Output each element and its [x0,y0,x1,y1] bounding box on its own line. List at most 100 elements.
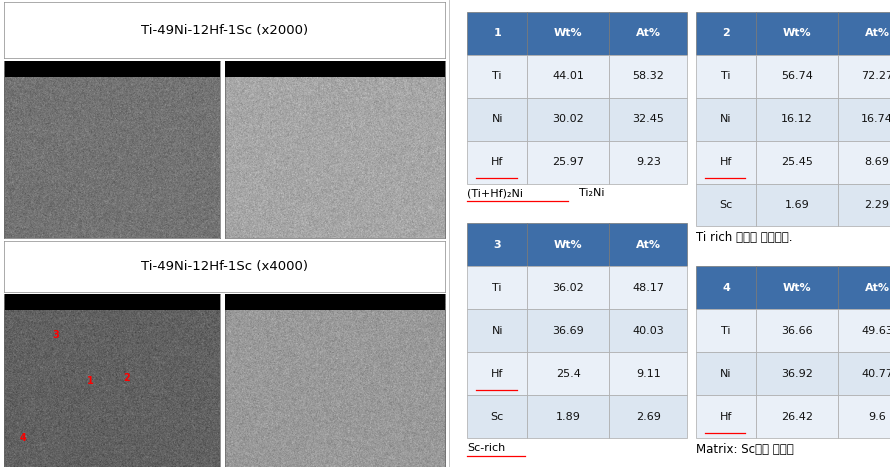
FancyBboxPatch shape [838,266,890,309]
Text: 25.97: 25.97 [553,157,585,167]
Text: At%: At% [864,283,889,293]
Text: 25.45: 25.45 [781,157,813,167]
Text: 9.11: 9.11 [635,368,660,379]
Text: 2: 2 [722,28,730,38]
Text: 16.74: 16.74 [862,114,890,124]
Text: 2.69: 2.69 [635,411,660,422]
FancyBboxPatch shape [528,55,610,98]
Text: Ni: Ni [720,114,732,124]
FancyBboxPatch shape [528,12,610,55]
Text: Sc: Sc [490,411,504,422]
Text: 72.27: 72.27 [861,71,890,81]
FancyBboxPatch shape [838,55,890,98]
FancyBboxPatch shape [756,352,838,395]
FancyBboxPatch shape [696,12,756,55]
Text: Ti rich 상으로 나옵니다.: Ti rich 상으로 나옵니다. [696,231,792,244]
FancyBboxPatch shape [610,395,687,438]
Text: 1.89: 1.89 [556,411,581,422]
FancyBboxPatch shape [696,184,756,226]
Text: 1.69: 1.69 [785,200,810,210]
Text: 36.92: 36.92 [781,368,813,379]
FancyBboxPatch shape [528,223,610,266]
Text: 2.29: 2.29 [864,200,889,210]
FancyBboxPatch shape [696,141,756,184]
Text: Ni: Ni [491,114,503,124]
FancyBboxPatch shape [467,266,528,309]
FancyBboxPatch shape [4,61,221,77]
Text: 9.6: 9.6 [868,411,886,422]
Text: 3: 3 [493,240,501,250]
FancyBboxPatch shape [467,55,528,98]
FancyBboxPatch shape [756,55,838,98]
Text: 36.02: 36.02 [553,283,585,293]
Text: 1: 1 [493,28,501,38]
Text: (Ti+Hf)₂Ni: (Ti+Hf)₂Ni [467,188,523,198]
Text: 4: 4 [722,283,730,293]
Text: 4: 4 [20,433,27,443]
Text: 1: 1 [87,376,93,386]
FancyBboxPatch shape [467,141,528,184]
Text: At%: At% [864,28,889,38]
Text: 40.03: 40.03 [633,325,664,336]
FancyBboxPatch shape [756,184,838,226]
FancyBboxPatch shape [528,266,610,309]
Text: Wt%: Wt% [783,283,812,293]
FancyBboxPatch shape [610,309,687,352]
FancyBboxPatch shape [696,395,756,438]
Text: Ti: Ti [492,71,502,81]
Text: 25.4: 25.4 [556,368,581,379]
FancyBboxPatch shape [756,395,838,438]
Text: Ti-49Ni-12Hf-1Sc (x4000): Ti-49Ni-12Hf-1Sc (x4000) [142,260,308,273]
FancyBboxPatch shape [610,55,687,98]
Text: Wt%: Wt% [554,28,583,38]
Text: At%: At% [635,28,660,38]
FancyBboxPatch shape [838,184,890,226]
FancyBboxPatch shape [838,395,890,438]
Text: Hf: Hf [720,411,732,422]
FancyBboxPatch shape [528,352,610,395]
Text: 36.66: 36.66 [781,325,813,336]
Text: Ni: Ni [491,325,503,336]
FancyBboxPatch shape [756,309,838,352]
FancyBboxPatch shape [610,98,687,141]
FancyBboxPatch shape [225,295,445,310]
FancyBboxPatch shape [756,141,838,184]
Text: 44.01: 44.01 [553,71,585,81]
Text: Ti: Ti [721,71,731,81]
FancyBboxPatch shape [610,223,687,266]
FancyBboxPatch shape [467,98,528,141]
Text: Matrix: Sc양이 작아서: Matrix: Sc양이 작아서 [696,443,794,456]
Text: 49.63: 49.63 [862,325,890,336]
FancyBboxPatch shape [838,98,890,141]
Text: Ni: Ni [720,368,732,379]
FancyBboxPatch shape [696,309,756,352]
Text: 40.77: 40.77 [861,368,890,379]
Text: 58.32: 58.32 [632,71,664,81]
FancyBboxPatch shape [528,141,610,184]
FancyBboxPatch shape [838,309,890,352]
FancyBboxPatch shape [610,141,687,184]
Text: 30.02: 30.02 [553,114,585,124]
Text: 9.23: 9.23 [635,157,660,167]
FancyBboxPatch shape [610,12,687,55]
Text: Sc-rich: Sc-rich [467,443,506,453]
Text: 36.69: 36.69 [553,325,585,336]
FancyBboxPatch shape [467,309,528,352]
Text: 56.74: 56.74 [781,71,813,81]
FancyBboxPatch shape [756,12,838,55]
Text: Ti₂Ni: Ti₂Ni [579,188,604,198]
Text: 32.45: 32.45 [632,114,664,124]
FancyBboxPatch shape [696,352,756,395]
FancyBboxPatch shape [528,395,610,438]
Text: 48.17: 48.17 [632,283,664,293]
Text: Wt%: Wt% [783,28,812,38]
Text: 16.12: 16.12 [781,114,813,124]
FancyBboxPatch shape [225,61,445,77]
Text: At%: At% [635,240,660,250]
FancyBboxPatch shape [610,266,687,309]
Text: Hf: Hf [491,157,504,167]
FancyBboxPatch shape [467,352,528,395]
Text: 2: 2 [124,373,130,383]
Text: 3: 3 [53,330,59,340]
FancyBboxPatch shape [696,55,756,98]
